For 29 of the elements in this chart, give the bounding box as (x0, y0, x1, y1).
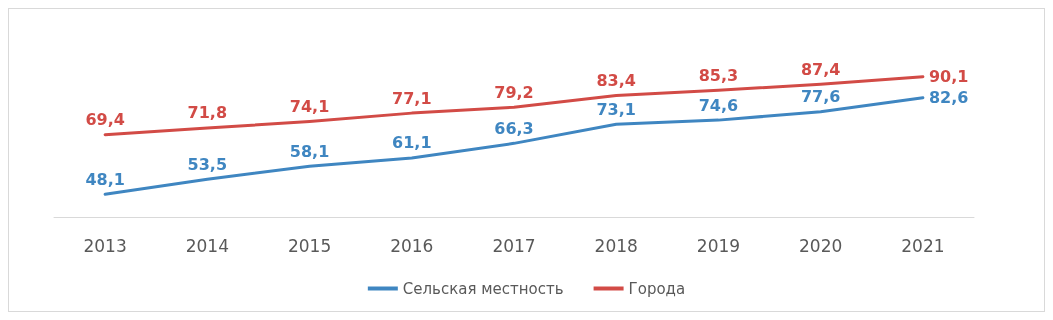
data-label: 58,1 (289, 141, 330, 161)
x-tick-label: 2016 (390, 235, 434, 256)
data-label: 66,3 (494, 118, 534, 138)
x-tick-label: 2014 (185, 235, 229, 256)
data-label: 71,8 (187, 103, 228, 123)
data-label: 61,1 (392, 133, 432, 153)
data-label: 53,5 (187, 154, 228, 174)
data-label: 87,4 (800, 59, 841, 79)
data-label: 82,6 (928, 88, 969, 108)
data-label: 90,1 (928, 67, 969, 87)
x-tick-label: 2017 (492, 235, 536, 256)
data-label: 48,1 (85, 169, 125, 189)
data-label: 83,4 (596, 70, 636, 90)
data-label: 85,3 (698, 65, 739, 85)
legend-label: Города (628, 279, 686, 298)
x-tick-label: 2020 (799, 235, 843, 256)
data-label: 77,6 (800, 87, 841, 107)
data-label: 69,4 (85, 110, 125, 130)
x-tick-label: 2021 (901, 235, 945, 256)
x-tick-label: 2019 (696, 235, 741, 256)
legend-label: Сельская местность (402, 279, 564, 298)
data-label: 74,6 (698, 95, 739, 115)
x-tick-label: 2018 (594, 235, 638, 256)
data-label: 79,2 (494, 82, 534, 102)
data-label: 74,1 (289, 97, 330, 117)
data-label: 73,1 (596, 99, 636, 119)
x-tick-label: 2013 (83, 235, 127, 256)
x-tick-label: 2015 (287, 235, 332, 256)
data-label: 77,1 (392, 88, 432, 108)
